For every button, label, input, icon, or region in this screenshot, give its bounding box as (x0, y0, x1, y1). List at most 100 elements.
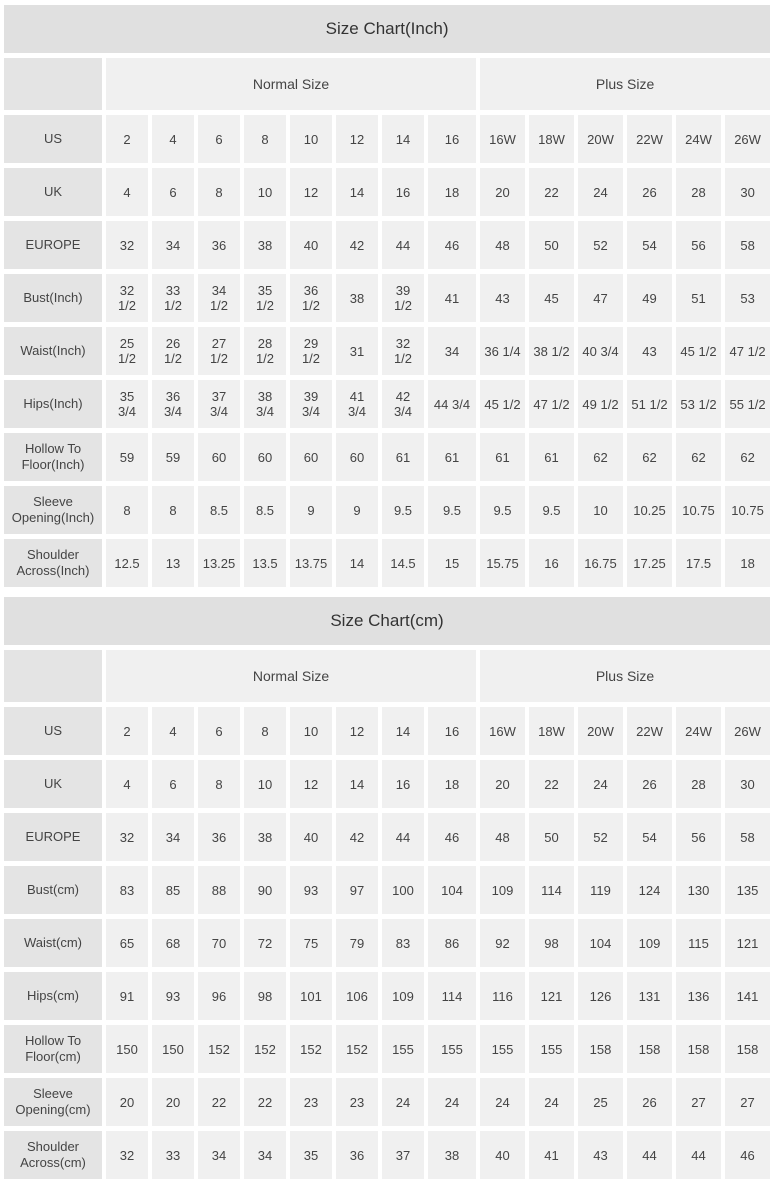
value-cell: 23 (290, 1078, 332, 1126)
value-cell: 29 1/2 (290, 327, 332, 375)
value-cell: 9 (290, 486, 332, 534)
value-cell: 10.75 (676, 486, 721, 534)
value-cell: 101 (290, 972, 332, 1020)
row-label: Hips(Inch) (4, 380, 102, 428)
value-cell: 54 (627, 221, 672, 269)
value-cell: 52 (578, 813, 623, 861)
value-cell: 56 (676, 221, 721, 269)
value-cell: 12 (336, 707, 378, 755)
value-cell: 6 (152, 168, 194, 216)
row-bust-inch: Bust(Inch) 32 1/2 33 1/2 34 1/2 35 1/2 36 1/2… (4, 274, 771, 322)
value-cell: 135 (725, 866, 771, 914)
value-cell: 93 (290, 866, 332, 914)
value-cell: 30 (725, 760, 771, 808)
value-cell: 106 (336, 972, 378, 1020)
value-cell: 109 (382, 972, 424, 1020)
value-cell: 20 (480, 168, 525, 216)
value-cell: 109 (480, 866, 525, 914)
value-cell: 44 (382, 221, 424, 269)
value-cell: 40 (290, 813, 332, 861)
value-cell: 114 (428, 972, 476, 1020)
value-cell: 121 (725, 919, 771, 967)
row-waist-inch: Waist(Inch) 25 1/2 26 1/2 27 1/2 28 1/2 29 1/… (4, 327, 771, 375)
value-cell: 4 (152, 115, 194, 163)
value-cell: 12 (290, 168, 332, 216)
value-cell: 8 (198, 168, 240, 216)
row-bust-cm: Bust(cm) 83 85 88 90 93 97 100 104 109 114 119 124 13… (4, 866, 771, 914)
value-cell: 56 (676, 813, 721, 861)
value-cell: 20W (578, 115, 623, 163)
value-cell: 48 (480, 813, 525, 861)
value-cell: 32 1/2 (382, 327, 424, 375)
value-cell: 10 (578, 486, 623, 534)
value-cell: 150 (106, 1025, 148, 1073)
value-cell: 34 (152, 813, 194, 861)
value-cell: 62 (725, 433, 771, 481)
value-cell: 121 (529, 972, 574, 1020)
value-cell: 36 3/4 (152, 380, 194, 428)
value-cell: 26W (725, 707, 771, 755)
value-cell: 16W (480, 707, 525, 755)
value-cell: 8 (106, 486, 148, 534)
value-cell: 52 (578, 221, 623, 269)
value-cell: 22 (529, 760, 574, 808)
value-cell: 58 (725, 221, 771, 269)
value-cell: 14 (336, 760, 378, 808)
value-cell: 13 (152, 539, 194, 587)
row-europe: EUROPE 32 34 36 38 40 42 44 46 48 50 52 54 56 58 (4, 221, 771, 269)
value-cell: 9.5 (480, 486, 525, 534)
value-cell: 46 (428, 813, 476, 861)
value-cell: 4 (106, 168, 148, 216)
row-label: UK (4, 760, 102, 808)
value-cell: 97 (336, 866, 378, 914)
value-cell: 9.5 (529, 486, 574, 534)
value-cell: 17.5 (676, 539, 721, 587)
value-cell: 16 (382, 760, 424, 808)
row-label: UK (4, 168, 102, 216)
value-cell: 62 (578, 433, 623, 481)
value-cell: 35 1/2 (244, 274, 286, 322)
value-cell: 43 (627, 327, 672, 375)
value-cell: 61 (428, 433, 476, 481)
row-label: EUROPE (4, 813, 102, 861)
value-cell: 10 (290, 115, 332, 163)
value-cell: 75 (290, 919, 332, 967)
value-cell: 2 (106, 707, 148, 755)
cm-chart-title: Size Chart(cm) (4, 597, 771, 645)
normal-size-header: Normal Size (106, 58, 476, 110)
inch-group-header-row: Normal Size Plus Size (4, 58, 771, 110)
value-cell: 18W (529, 707, 574, 755)
value-cell: 38 (428, 1131, 476, 1179)
value-cell: 30 (725, 168, 771, 216)
value-cell: 13.5 (244, 539, 286, 587)
value-cell: 61 (382, 433, 424, 481)
corner-cell (4, 650, 102, 702)
value-cell: 141 (725, 972, 771, 1020)
value-cell: 38 (244, 221, 286, 269)
value-cell: 32 (106, 1131, 148, 1179)
value-cell: 130 (676, 866, 721, 914)
value-cell: 58 (725, 813, 771, 861)
corner-cell (4, 58, 102, 110)
row-hips-inch: Hips(Inch) 35 3/4 36 3/4 37 3/4 38 3/4 39 3/4… (4, 380, 771, 428)
row-sleeve-opening-inch: Sleeve Opening(Inch) 8 8 8.5 8.5 9 9 9.5 9.5 9.5 9… (4, 486, 771, 534)
value-cell: 18 (725, 539, 771, 587)
row-label: Waist(cm) (4, 919, 102, 967)
value-cell: 114 (529, 866, 574, 914)
value-cell: 15 (428, 539, 476, 587)
value-cell: 18 (428, 168, 476, 216)
value-cell: 131 (627, 972, 672, 1020)
size-chart-inch-table: Size Chart(Inch) Normal Size Plus Size U… (0, 0, 774, 592)
value-cell: 26 (627, 1078, 672, 1126)
size-chart-cm-table: Size Chart(cm) Normal Size Plus Size US 2… (0, 592, 774, 1184)
value-cell: 91 (106, 972, 148, 1020)
value-cell: 104 (428, 866, 476, 914)
value-cell: 59 (152, 433, 194, 481)
value-cell: 100 (382, 866, 424, 914)
value-cell: 93 (152, 972, 194, 1020)
value-cell: 83 (382, 919, 424, 967)
value-cell: 49 (627, 274, 672, 322)
value-cell: 126 (578, 972, 623, 1020)
value-cell: 98 (244, 972, 286, 1020)
value-cell: 24 (428, 1078, 476, 1126)
